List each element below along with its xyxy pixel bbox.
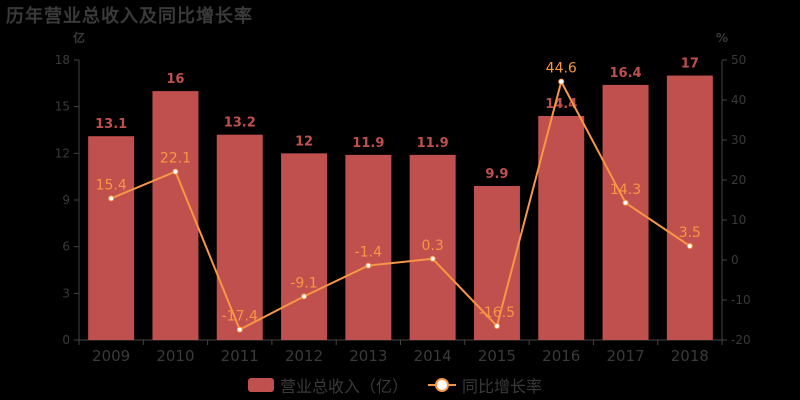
bar — [216, 134, 263, 340]
bar — [345, 154, 392, 340]
x-tick-label: 2011 — [221, 347, 259, 365]
growth-value-label: -9.1 — [290, 275, 317, 291]
bar — [409, 154, 456, 340]
left-tick-label: 9 — [62, 193, 70, 207]
left-axis-unit: 亿 — [73, 30, 85, 45]
left-tick-label: 15 — [55, 100, 70, 114]
legend-bar-swatch-icon — [248, 378, 274, 392]
bar-value-label: 11.9 — [417, 136, 449, 151]
bar — [538, 116, 585, 340]
right-tick-label: 10 — [731, 213, 746, 227]
legend-bar-label: 营业总收入（亿） — [280, 377, 409, 396]
growth-point — [301, 293, 308, 300]
chart-title: 历年营业总收入及同比增长率 — [6, 6, 253, 27]
growth-value-label: 14.3 — [610, 182, 641, 198]
bar-value-label: 9.9 — [485, 167, 508, 182]
bar-value-label: 13.2 — [224, 116, 256, 131]
bar-value-label: 16 — [166, 72, 184, 87]
x-tick-label: 2018 — [671, 347, 709, 365]
growth-value-label: -17.4 — [222, 309, 258, 325]
x-tick-label: 2016 — [542, 347, 580, 365]
bar-value-label: 16.4 — [610, 66, 642, 81]
x-tick-label: 2009 — [92, 347, 130, 365]
x-tick-label: 2013 — [349, 347, 387, 365]
right-axis-unit: % — [716, 31, 728, 45]
legend-line-label: 同比增长率 — [462, 377, 543, 396]
growth-value-label: 44.6 — [546, 61, 577, 77]
growth-point — [686, 243, 693, 249]
bar — [473, 186, 520, 340]
left-tick-label: 0 — [62, 333, 70, 347]
bar-value-label: 11.9 — [352, 136, 384, 151]
growth-point — [236, 326, 243, 333]
x-tick-label: 2017 — [606, 347, 644, 365]
growth-value-label: 3.5 — [679, 225, 701, 241]
left-tick-label: 3 — [62, 286, 70, 300]
legend: 营业总收入（亿） 同比增长率 — [248, 373, 542, 397]
right-tick-label: 20 — [731, 173, 746, 187]
growth-value-label: -16.5 — [479, 305, 515, 321]
growth-point — [365, 262, 372, 269]
growth-value-label: 0.3 — [422, 238, 444, 254]
bar — [666, 75, 713, 341]
x-tick-label: 2010 — [156, 347, 194, 365]
right-tick-label: 50 — [731, 53, 746, 67]
growth-value-label: 15.4 — [96, 177, 127, 193]
growth-value-label: 22.1 — [160, 151, 191, 167]
growth-point — [429, 255, 436, 262]
growth-line — [110, 78, 691, 331]
right-tick-label: 30 — [731, 133, 746, 147]
bar — [152, 91, 199, 340]
growth-point — [493, 323, 500, 329]
x-tick-label: 2014 — [414, 347, 452, 365]
growth-point — [172, 168, 179, 175]
right-tick-label: 40 — [731, 93, 746, 107]
growth-point — [558, 78, 565, 85]
right-tick-label: -10 — [731, 293, 751, 307]
bar-value-label: 17 — [681, 57, 699, 72]
left-tick-label: 6 — [62, 240, 70, 254]
chart-plot: 0 3 6 9 12 15 18亿 -20 -10 0 10 20 30 40 50% 2009 2010 201… — [55, 30, 751, 365]
legend-line-marker-icon — [428, 378, 457, 392]
bar-value-label: 12 — [295, 134, 313, 149]
x-tick-label: 2012 — [285, 347, 323, 365]
bar — [281, 153, 328, 340]
right-tick-label: 0 — [731, 253, 739, 267]
growth-point — [622, 199, 629, 206]
left-tick-label: 12 — [55, 146, 70, 160]
right-tick-label: -20 — [731, 333, 751, 347]
x-tick-label: 2015 — [478, 347, 516, 365]
growth-value-label: -1.4 — [355, 245, 382, 261]
left-tick-label: 18 — [55, 53, 70, 67]
bar-value-label: 13.1 — [95, 117, 127, 132]
growth-point — [108, 195, 115, 202]
bar — [88, 136, 135, 340]
